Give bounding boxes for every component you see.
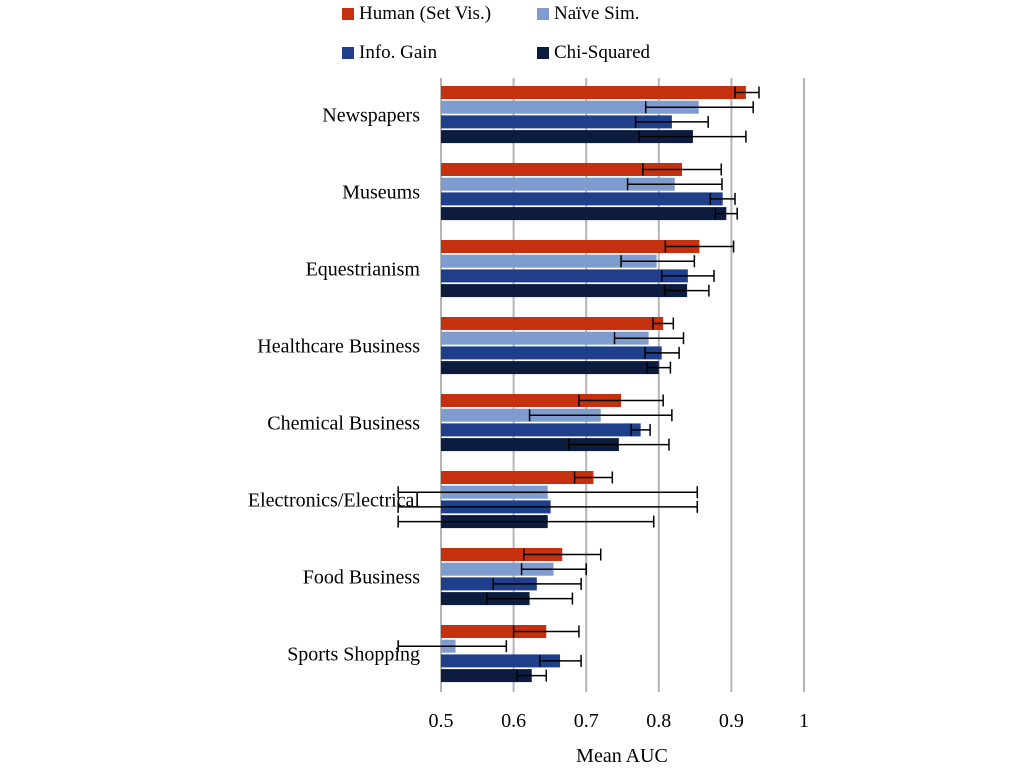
category-label: Electronics/Electrical bbox=[248, 490, 421, 512]
category-label: Equestrianism bbox=[306, 259, 421, 281]
bar bbox=[441, 130, 693, 144]
legend-item: Human (Set Vis.) bbox=[342, 3, 491, 25]
legend-label: Chi-Squared bbox=[554, 42, 651, 63]
x-tick-label: 0.7 bbox=[574, 710, 599, 732]
legend-swatch bbox=[342, 8, 354, 20]
bar bbox=[441, 177, 675, 191]
bar bbox=[441, 654, 561, 668]
bar bbox=[441, 284, 688, 298]
bar bbox=[441, 408, 601, 422]
x-tick-label: 0.8 bbox=[646, 710, 671, 732]
bar bbox=[441, 115, 672, 129]
bar bbox=[441, 562, 554, 576]
x-axis-title: Mean AUC bbox=[576, 745, 668, 767]
bar bbox=[441, 423, 641, 437]
legend-label: Naïve Sim. bbox=[554, 3, 640, 24]
legend-swatch bbox=[537, 8, 549, 20]
bar bbox=[441, 100, 699, 114]
bar bbox=[441, 317, 664, 330]
bar bbox=[441, 254, 657, 268]
bar bbox=[441, 669, 532, 683]
bar bbox=[441, 592, 530, 606]
legend-label: Info. Gain bbox=[359, 42, 438, 63]
category-label: Healthcare Business bbox=[257, 336, 420, 358]
legend-label: Human (Set Vis.) bbox=[359, 3, 492, 24]
bar bbox=[441, 361, 659, 375]
category-label: Museums bbox=[342, 182, 420, 204]
bar bbox=[441, 625, 547, 638]
bar bbox=[441, 163, 683, 176]
bar bbox=[441, 331, 649, 345]
category-label: Chemical Business bbox=[267, 413, 420, 435]
bar bbox=[441, 548, 563, 561]
bar bbox=[441, 471, 594, 484]
bar bbox=[441, 207, 727, 221]
legend-item: Info. Gain bbox=[342, 42, 437, 64]
bar bbox=[441, 346, 662, 360]
bar bbox=[441, 394, 622, 407]
category-label: Newspapers bbox=[322, 105, 420, 127]
bar bbox=[441, 269, 688, 283]
category-label: Food Business bbox=[303, 567, 420, 589]
bar bbox=[441, 86, 746, 99]
bar bbox=[441, 438, 619, 452]
legend-swatch bbox=[537, 47, 549, 59]
bar bbox=[441, 192, 723, 206]
category-label: Sports Shopping bbox=[287, 644, 420, 666]
x-tick-label: 0.6 bbox=[501, 710, 526, 732]
bar bbox=[441, 240, 700, 253]
x-tick-label: 0.5 bbox=[429, 710, 454, 732]
bar bbox=[441, 577, 537, 591]
legend-swatch bbox=[342, 47, 354, 59]
x-tick-label: 1 bbox=[799, 710, 809, 732]
legend: Human (Set Vis.) Naïve Sim. Info. Gain C… bbox=[340, 0, 760, 70]
legend-item: Chi-Squared bbox=[537, 42, 650, 64]
legend-item: Naïve Sim. bbox=[537, 3, 640, 25]
x-tick-label: 0.9 bbox=[719, 710, 744, 732]
